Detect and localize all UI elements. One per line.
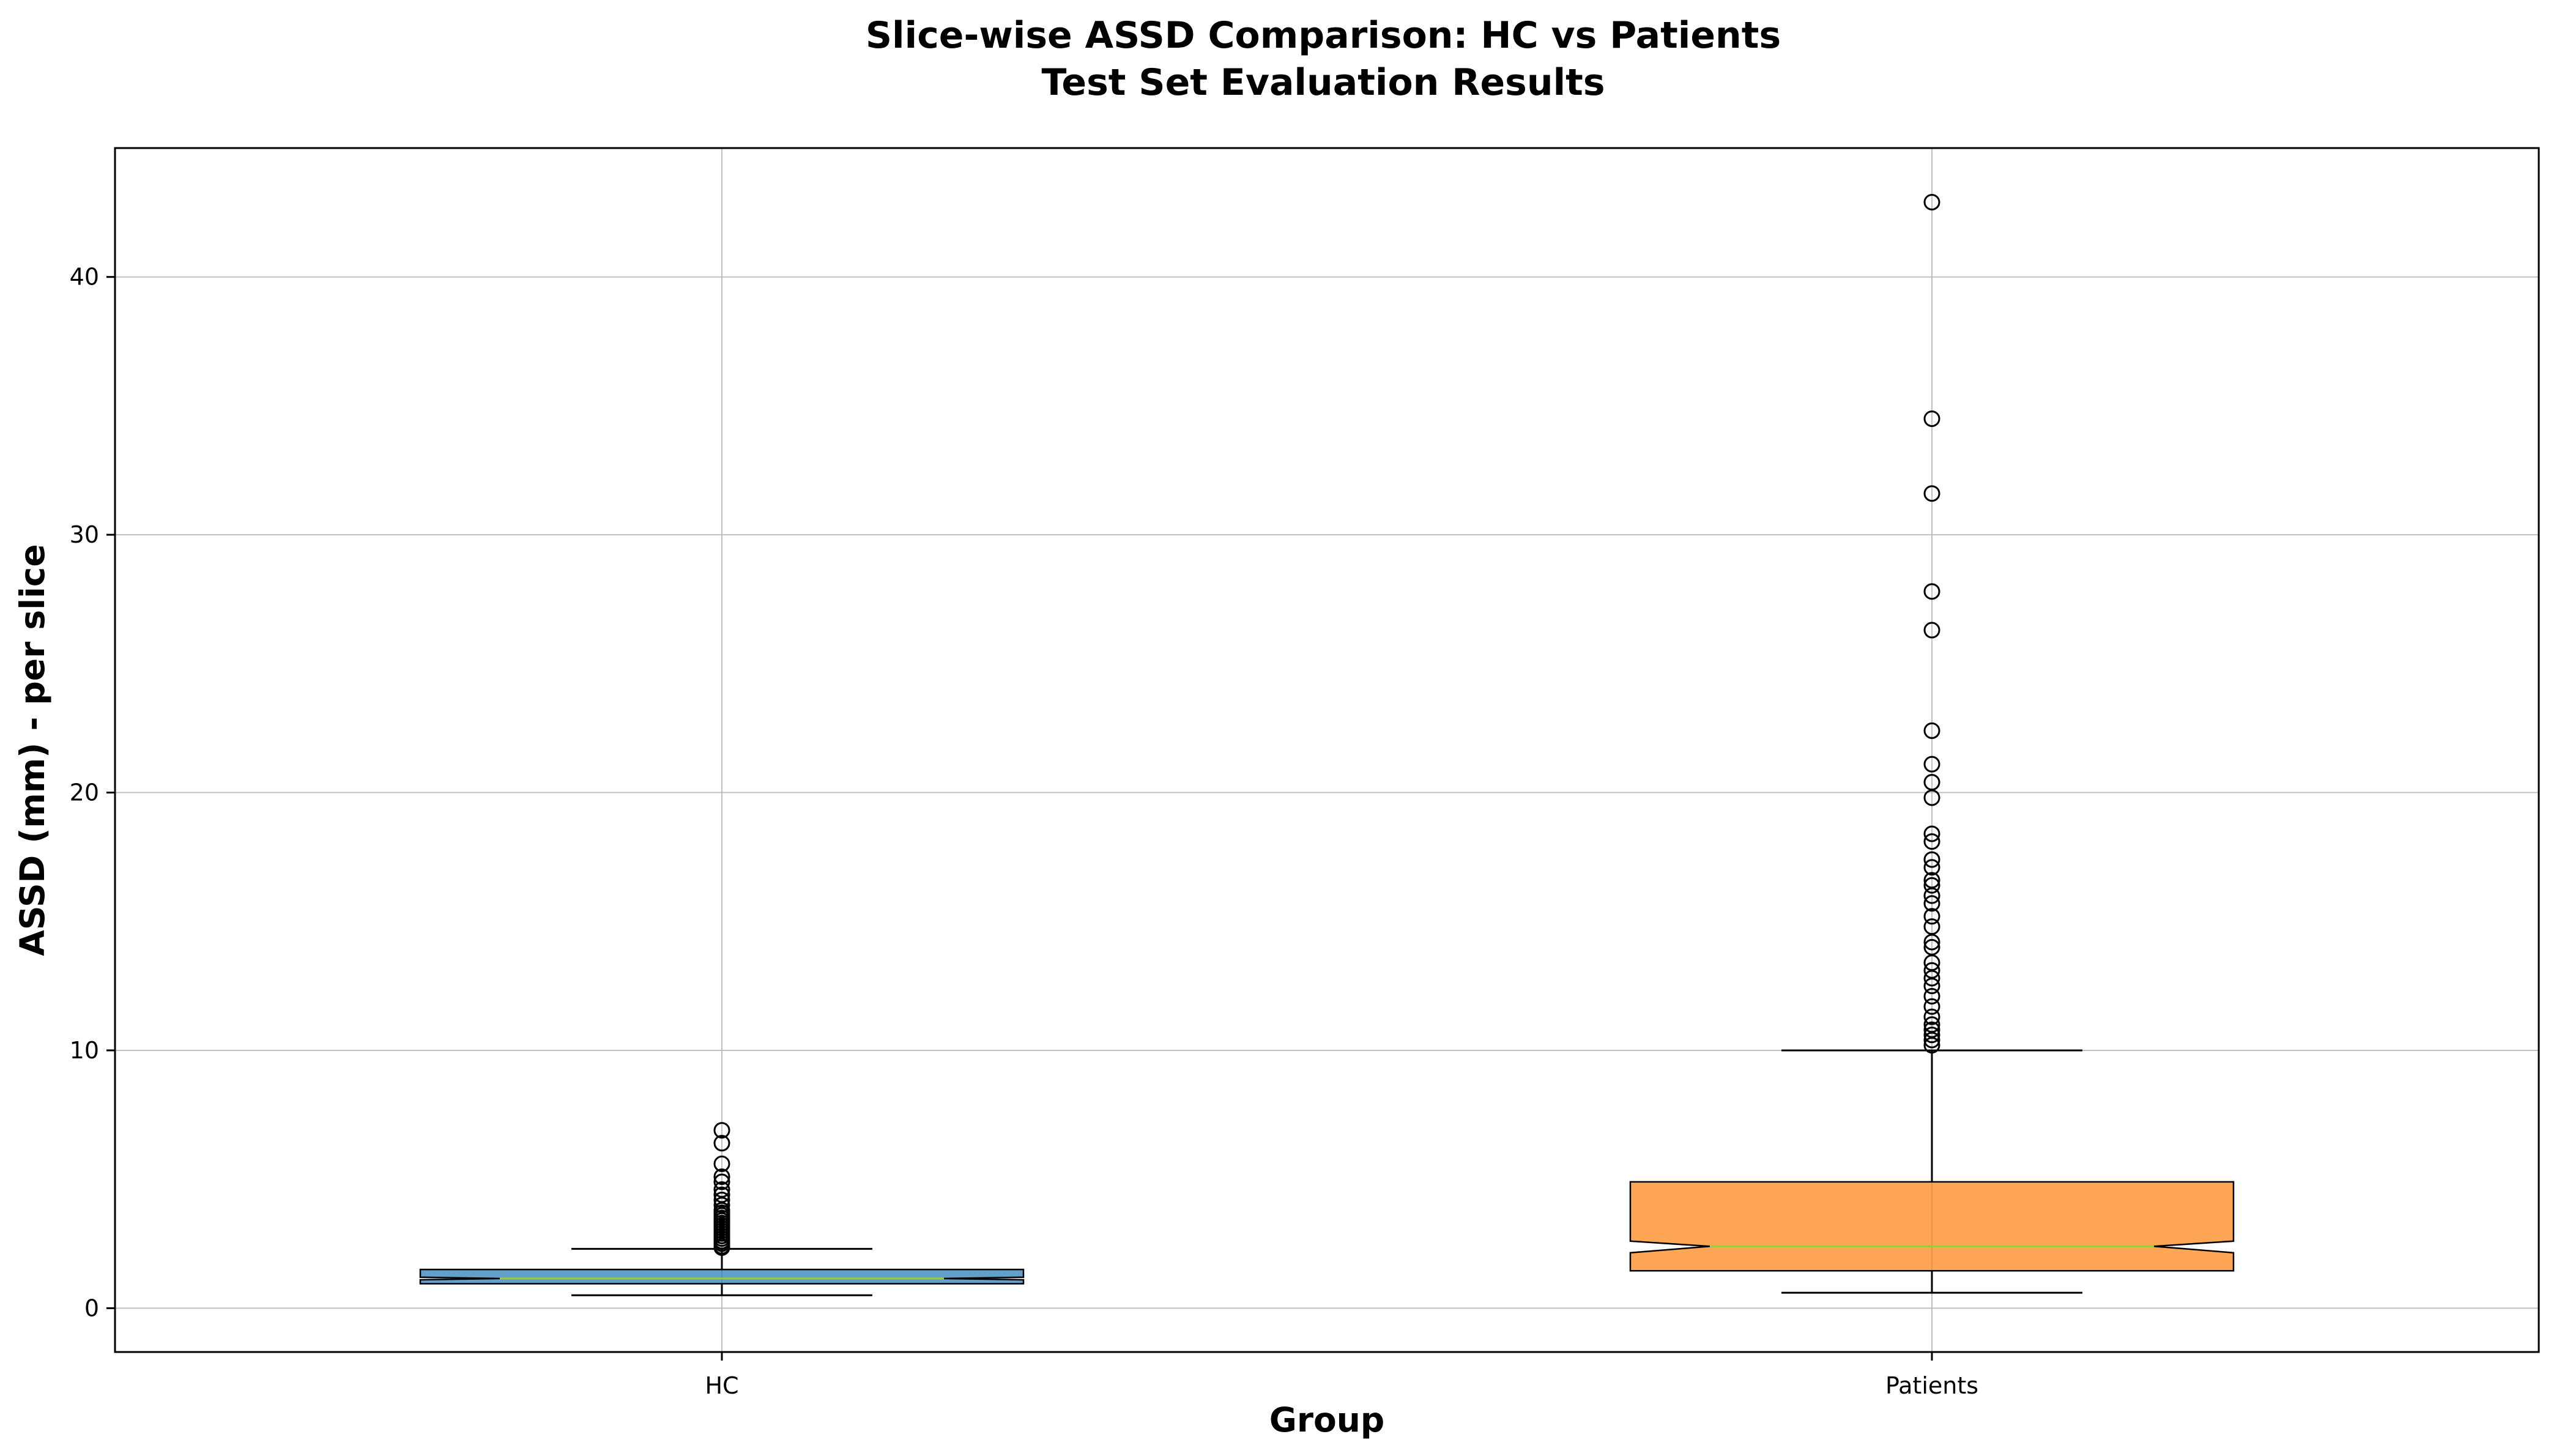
outlier-point	[1923, 962, 1940, 979]
chart-subtitle: Test Set Evaluation Results	[1041, 61, 1605, 104]
outlier-point	[1923, 1016, 1940, 1033]
outlier-point	[1923, 851, 1940, 868]
outlier-point	[1923, 833, 1940, 850]
outlier-point	[713, 1173, 730, 1190]
outlier-point	[1923, 1021, 1940, 1038]
outlier-point	[713, 1155, 730, 1172]
outlier-point	[1923, 1027, 1940, 1044]
outlier-point	[1923, 987, 1940, 1005]
boxplots	[419, 193, 2235, 1296]
outlier-point	[1923, 872, 1940, 889]
outlier-point	[1923, 908, 1940, 925]
outlier-point	[1923, 918, 1940, 935]
grid-lines	[115, 148, 2539, 1352]
outlier-point	[713, 1186, 730, 1203]
y-tick-label: 30	[70, 521, 99, 548]
outlier-point	[713, 1191, 730, 1208]
outlier-point	[1923, 938, 1940, 956]
chart-title: Slice-wise ASSD Comparison: HC vs Patien…	[866, 14, 1781, 57]
outlier-point	[713, 1168, 730, 1185]
x-tick-label: Patients	[1885, 1372, 1978, 1399]
y-tick-label: 0	[84, 1294, 99, 1321]
outlier-point	[1923, 485, 1940, 502]
outlier-point	[713, 1181, 730, 1198]
y-axis-label: ASSD (mm) - per slice	[13, 544, 52, 956]
y-tick-label: 40	[70, 264, 99, 291]
y-tick-label: 10	[70, 1037, 99, 1064]
box-body	[419, 1268, 1025, 1285]
outlier-point	[713, 1122, 730, 1139]
box-body	[1629, 1181, 2235, 1272]
outlier-point	[1923, 756, 1940, 773]
outlier-point	[1923, 877, 1940, 894]
outlier-point	[1923, 859, 1940, 876]
outlier-point	[1923, 998, 1940, 1015]
axes: 0 10 20 30 40 HC Patients	[70, 264, 1978, 1399]
outlier-point	[1923, 774, 1940, 791]
outlier-point	[713, 1135, 730, 1152]
outlier-point	[1923, 410, 1940, 427]
y-tick-label: 20	[70, 779, 99, 806]
outlier-point	[1923, 193, 1940, 210]
x-axis-label: Group	[1269, 1400, 1385, 1439]
x-tick-label: HC	[705, 1372, 738, 1399]
outlier-point	[1923, 583, 1940, 600]
outlier-point	[1923, 825, 1940, 842]
outlier-point	[1923, 895, 1940, 912]
outlier-point	[1923, 722, 1940, 739]
outlier-point	[1923, 1008, 1940, 1025]
plot-frame	[114, 147, 2540, 1353]
outlier-point	[1923, 622, 1940, 639]
